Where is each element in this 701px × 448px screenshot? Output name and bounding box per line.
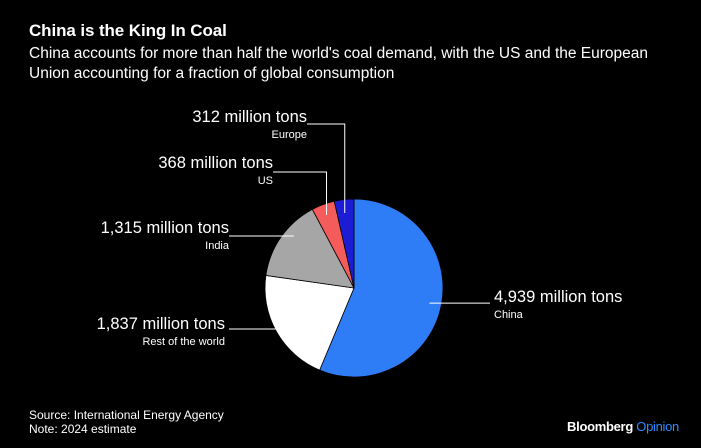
value-label-rest-of-the-world: 1,837 million tons — [97, 315, 225, 333]
estimate-note: Note: 2024 estimate — [29, 422, 137, 436]
brand-logo: Bloomberg Opinion — [567, 419, 679, 434]
name-label-europe: Europe — [272, 129, 307, 141]
value-label-india: 1,315 million tons — [101, 219, 229, 237]
name-label-india: India — [205, 240, 230, 252]
value-label-us: 368 million tons — [158, 154, 273, 172]
chart-footer: Source: International Energy Agency Note… — [29, 408, 224, 436]
pie-slice-europe — [333, 198, 355, 289]
leader-line-europe — [307, 123, 346, 213]
leader-line-us — [273, 171, 328, 215]
value-label-china: 4,939 million tons — [494, 288, 622, 306]
pie-slice-india — [265, 208, 355, 289]
chart-subtitle: China accounts for more than half the wo… — [29, 45, 649, 82]
pie-slice-rest-of-the-world — [264, 274, 355, 371]
pie-slice-china — [319, 198, 444, 378]
name-label-rest-of-the-world: Rest of the world — [142, 336, 225, 348]
name-label-china: China — [494, 309, 524, 321]
brand-name: Bloomberg — [567, 419, 633, 434]
source-note: Source: International Energy Agency — [29, 408, 224, 422]
chart-title: China is the King In Coal — [29, 21, 227, 40]
value-label-europe: 312 million tons — [192, 108, 307, 126]
brand-product: Opinion — [636, 419, 679, 434]
name-label-us: US — [258, 175, 273, 187]
